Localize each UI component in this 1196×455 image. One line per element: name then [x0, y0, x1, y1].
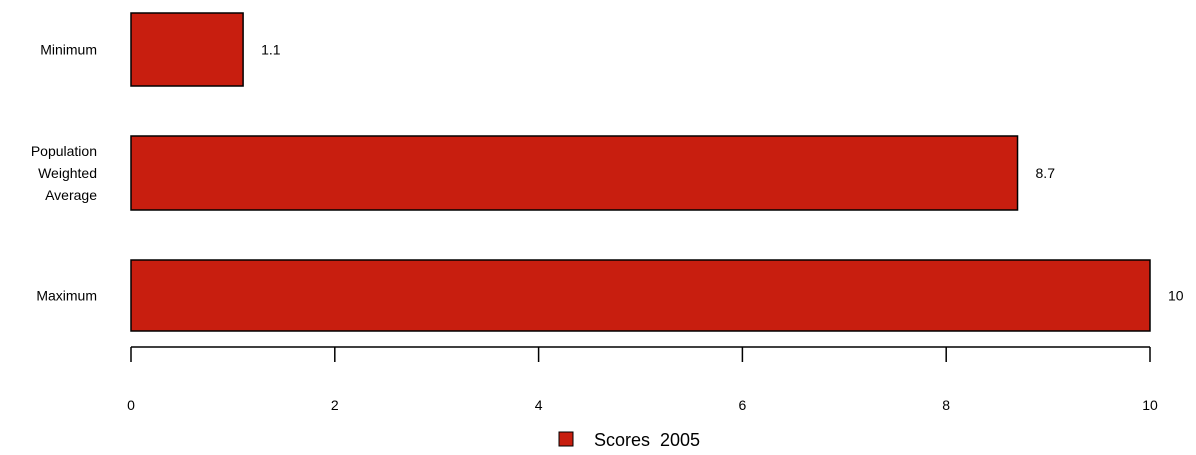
legend-swatch [558, 431, 574, 447]
category-label-line: Population [31, 143, 97, 159]
x-tick-label: 6 [739, 397, 747, 413]
category-label-line: Maximum [36, 288, 97, 304]
value-label-minimum: 1.1 [261, 42, 281, 58]
x-tick-label: 8 [942, 397, 950, 413]
x-axis: 0 2 4 6 8 10 [127, 346, 1158, 413]
x-tick-label: 4 [535, 397, 543, 413]
category-label-minimum: Minimum [40, 42, 97, 58]
category-label-maximum: Maximum [36, 288, 97, 304]
bar-minimum [130, 12, 244, 87]
x-tick-label: 0 [127, 397, 135, 413]
x-tick-label: 2 [331, 397, 339, 413]
x-tick-label: 10 [1142, 397, 1158, 413]
legend-label: Scores 2005 [594, 430, 700, 450]
bar-maximum [130, 259, 1151, 332]
category-labels: Minimum Population Weighted Average Maximum [31, 42, 97, 304]
value-labels: 1.1 8.7 10 [261, 42, 1184, 304]
bars-group [130, 12, 1151, 332]
category-label-population-weighted-average: Population Weighted Average [31, 143, 97, 203]
category-label-line: Weighted [38, 165, 97, 181]
legend: Scores 2005 [558, 430, 700, 450]
category-label-line: Average [45, 187, 97, 203]
category-label-line: Minimum [40, 42, 97, 58]
value-label-maximum: 10 [1168, 288, 1184, 304]
value-label-population-weighted-average: 8.7 [1036, 165, 1056, 181]
bar-population-weighted-average [130, 135, 1019, 211]
